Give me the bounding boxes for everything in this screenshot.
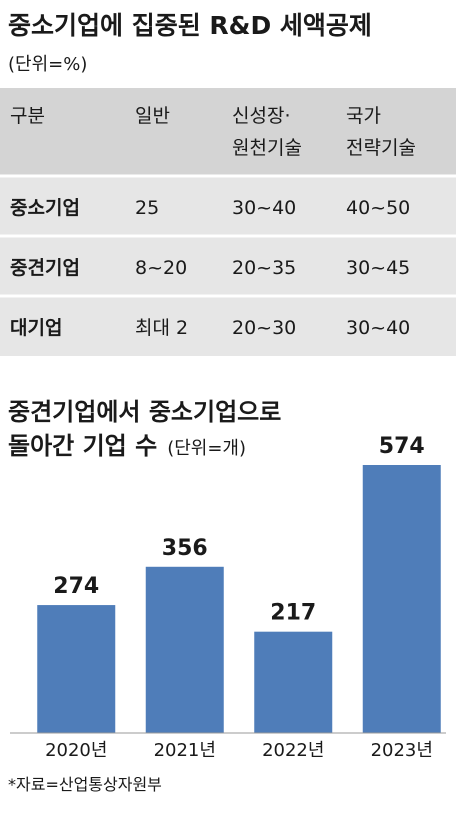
cell: 최대 2: [135, 317, 188, 339]
bar: [37, 605, 116, 733]
x-tick-label: 2022년: [262, 740, 324, 761]
chart-title: 돌아간 기업 수: [8, 432, 157, 460]
source: *자료=산업통상자원부: [8, 775, 162, 794]
value-label: 574: [379, 434, 425, 459]
value-label: 274: [53, 574, 99, 599]
cell: 25: [135, 197, 159, 219]
bar: [362, 465, 441, 733]
cell: 30~45: [346, 257, 410, 279]
cell: 30~40: [346, 317, 410, 339]
column-header: 국가: [346, 105, 381, 127]
column-header: 신성장·: [232, 105, 290, 127]
column-header: 전략기술: [346, 137, 416, 159]
cell: 40~50: [346, 197, 410, 219]
cell: 대기업: [10, 317, 62, 339]
column-header: 일반: [135, 105, 170, 127]
cell: 20~30: [232, 317, 296, 339]
x-tick-label: 2020년: [45, 740, 107, 761]
x-tick-label: 2021년: [154, 740, 216, 761]
cell: 20~35: [232, 257, 296, 279]
cell: 중견기업: [10, 257, 80, 279]
cell: 30~40: [232, 197, 296, 219]
x-tick-label: 2023년: [371, 740, 433, 761]
chart-title: 중견기업에서 중소기업으로: [8, 398, 281, 426]
bar: [254, 631, 333, 733]
column-header: 구분: [10, 105, 45, 127]
column-header: 원천기술: [232, 137, 302, 159]
cell: 중소기업: [10, 197, 80, 219]
bar: [145, 566, 224, 733]
chart-unit: (단위=개): [167, 438, 246, 459]
value-label: 217: [270, 601, 316, 626]
cell: 8~20: [135, 257, 187, 279]
unit: (단위=%): [8, 54, 87, 75]
value-label: 356: [162, 536, 208, 561]
table-header-bg: [0, 88, 456, 176]
title: 중소기업에 집중된 R&D 세액공제: [8, 11, 372, 40]
